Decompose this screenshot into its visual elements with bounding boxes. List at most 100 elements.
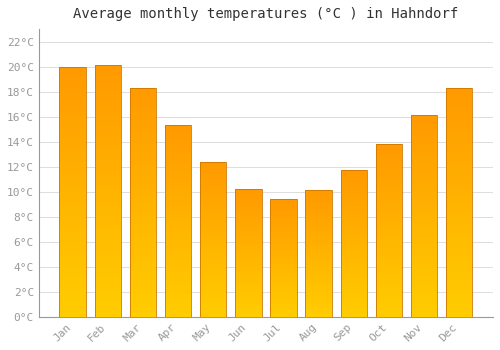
Bar xyxy=(376,293,402,296)
Bar xyxy=(94,307,121,312)
Bar xyxy=(94,216,121,221)
Bar xyxy=(340,279,367,282)
Bar xyxy=(200,261,226,264)
Bar xyxy=(376,203,402,206)
Bar xyxy=(411,305,438,309)
Bar xyxy=(446,111,472,116)
Bar xyxy=(306,284,332,287)
Bar xyxy=(376,255,402,258)
Bar xyxy=(270,225,296,228)
Bar xyxy=(306,296,332,299)
Bar xyxy=(306,254,332,256)
Bar xyxy=(60,102,86,107)
Bar xyxy=(446,308,472,312)
Bar xyxy=(376,182,402,186)
Bar xyxy=(130,106,156,111)
Bar xyxy=(200,171,226,174)
Bar xyxy=(235,240,262,243)
Bar xyxy=(94,111,121,116)
Bar xyxy=(200,276,226,280)
Bar xyxy=(200,199,226,202)
Bar xyxy=(94,246,121,251)
Bar xyxy=(60,177,86,182)
Bar xyxy=(340,226,367,229)
Bar xyxy=(376,227,402,231)
Bar xyxy=(270,223,296,225)
Bar xyxy=(130,294,156,299)
Bar xyxy=(94,70,121,75)
Bar xyxy=(376,179,402,182)
Bar xyxy=(306,312,332,314)
Bar xyxy=(340,188,367,191)
Bar xyxy=(200,162,226,165)
Bar xyxy=(376,144,402,317)
Bar xyxy=(200,308,226,310)
Bar xyxy=(376,220,402,224)
Bar xyxy=(306,190,332,193)
Bar xyxy=(446,102,472,106)
Bar xyxy=(446,257,472,262)
Bar xyxy=(340,235,367,238)
Bar xyxy=(235,210,262,212)
Bar xyxy=(94,116,121,121)
Bar xyxy=(200,236,226,239)
Bar xyxy=(165,148,191,152)
Bar xyxy=(200,168,226,171)
Bar xyxy=(270,298,296,300)
Bar xyxy=(376,186,402,189)
Bar xyxy=(165,256,191,259)
Bar xyxy=(446,88,472,317)
Bar xyxy=(306,269,332,271)
Bar xyxy=(235,245,262,248)
Bar xyxy=(270,218,296,220)
Bar xyxy=(340,285,367,288)
Bar xyxy=(376,282,402,286)
Bar xyxy=(376,217,402,220)
Bar xyxy=(446,303,472,308)
Bar xyxy=(270,260,296,263)
Bar xyxy=(200,252,226,255)
Bar xyxy=(446,299,472,303)
Bar xyxy=(411,200,438,204)
Bar xyxy=(165,282,191,286)
Bar xyxy=(306,218,332,221)
Bar xyxy=(94,276,121,282)
Bar xyxy=(340,258,367,261)
Bar xyxy=(446,134,472,138)
Bar xyxy=(235,192,262,194)
Bar xyxy=(376,275,402,279)
Bar xyxy=(376,206,402,210)
Bar xyxy=(376,165,402,168)
Bar xyxy=(130,184,156,189)
Bar xyxy=(235,243,262,245)
Bar xyxy=(130,289,156,294)
Bar xyxy=(60,66,86,317)
Bar xyxy=(165,183,191,187)
Bar xyxy=(235,197,262,199)
Bar xyxy=(446,225,472,230)
Bar xyxy=(340,214,367,217)
Bar xyxy=(130,102,156,106)
Bar xyxy=(130,97,156,101)
Bar xyxy=(165,187,191,190)
Bar xyxy=(60,192,86,197)
Bar xyxy=(94,241,121,246)
Bar xyxy=(130,234,156,239)
Bar xyxy=(411,216,438,220)
Bar xyxy=(376,196,402,200)
Bar xyxy=(94,221,121,226)
Bar xyxy=(446,184,472,189)
Bar xyxy=(340,276,367,279)
Bar xyxy=(60,252,86,257)
Bar xyxy=(200,310,226,314)
Bar xyxy=(165,179,191,183)
Bar xyxy=(130,303,156,308)
Bar xyxy=(411,164,438,168)
Bar xyxy=(130,211,156,216)
Bar xyxy=(340,311,367,314)
Bar xyxy=(94,292,121,297)
Bar xyxy=(200,217,226,220)
Bar xyxy=(306,314,332,317)
Bar xyxy=(60,117,86,122)
Bar xyxy=(411,240,438,244)
